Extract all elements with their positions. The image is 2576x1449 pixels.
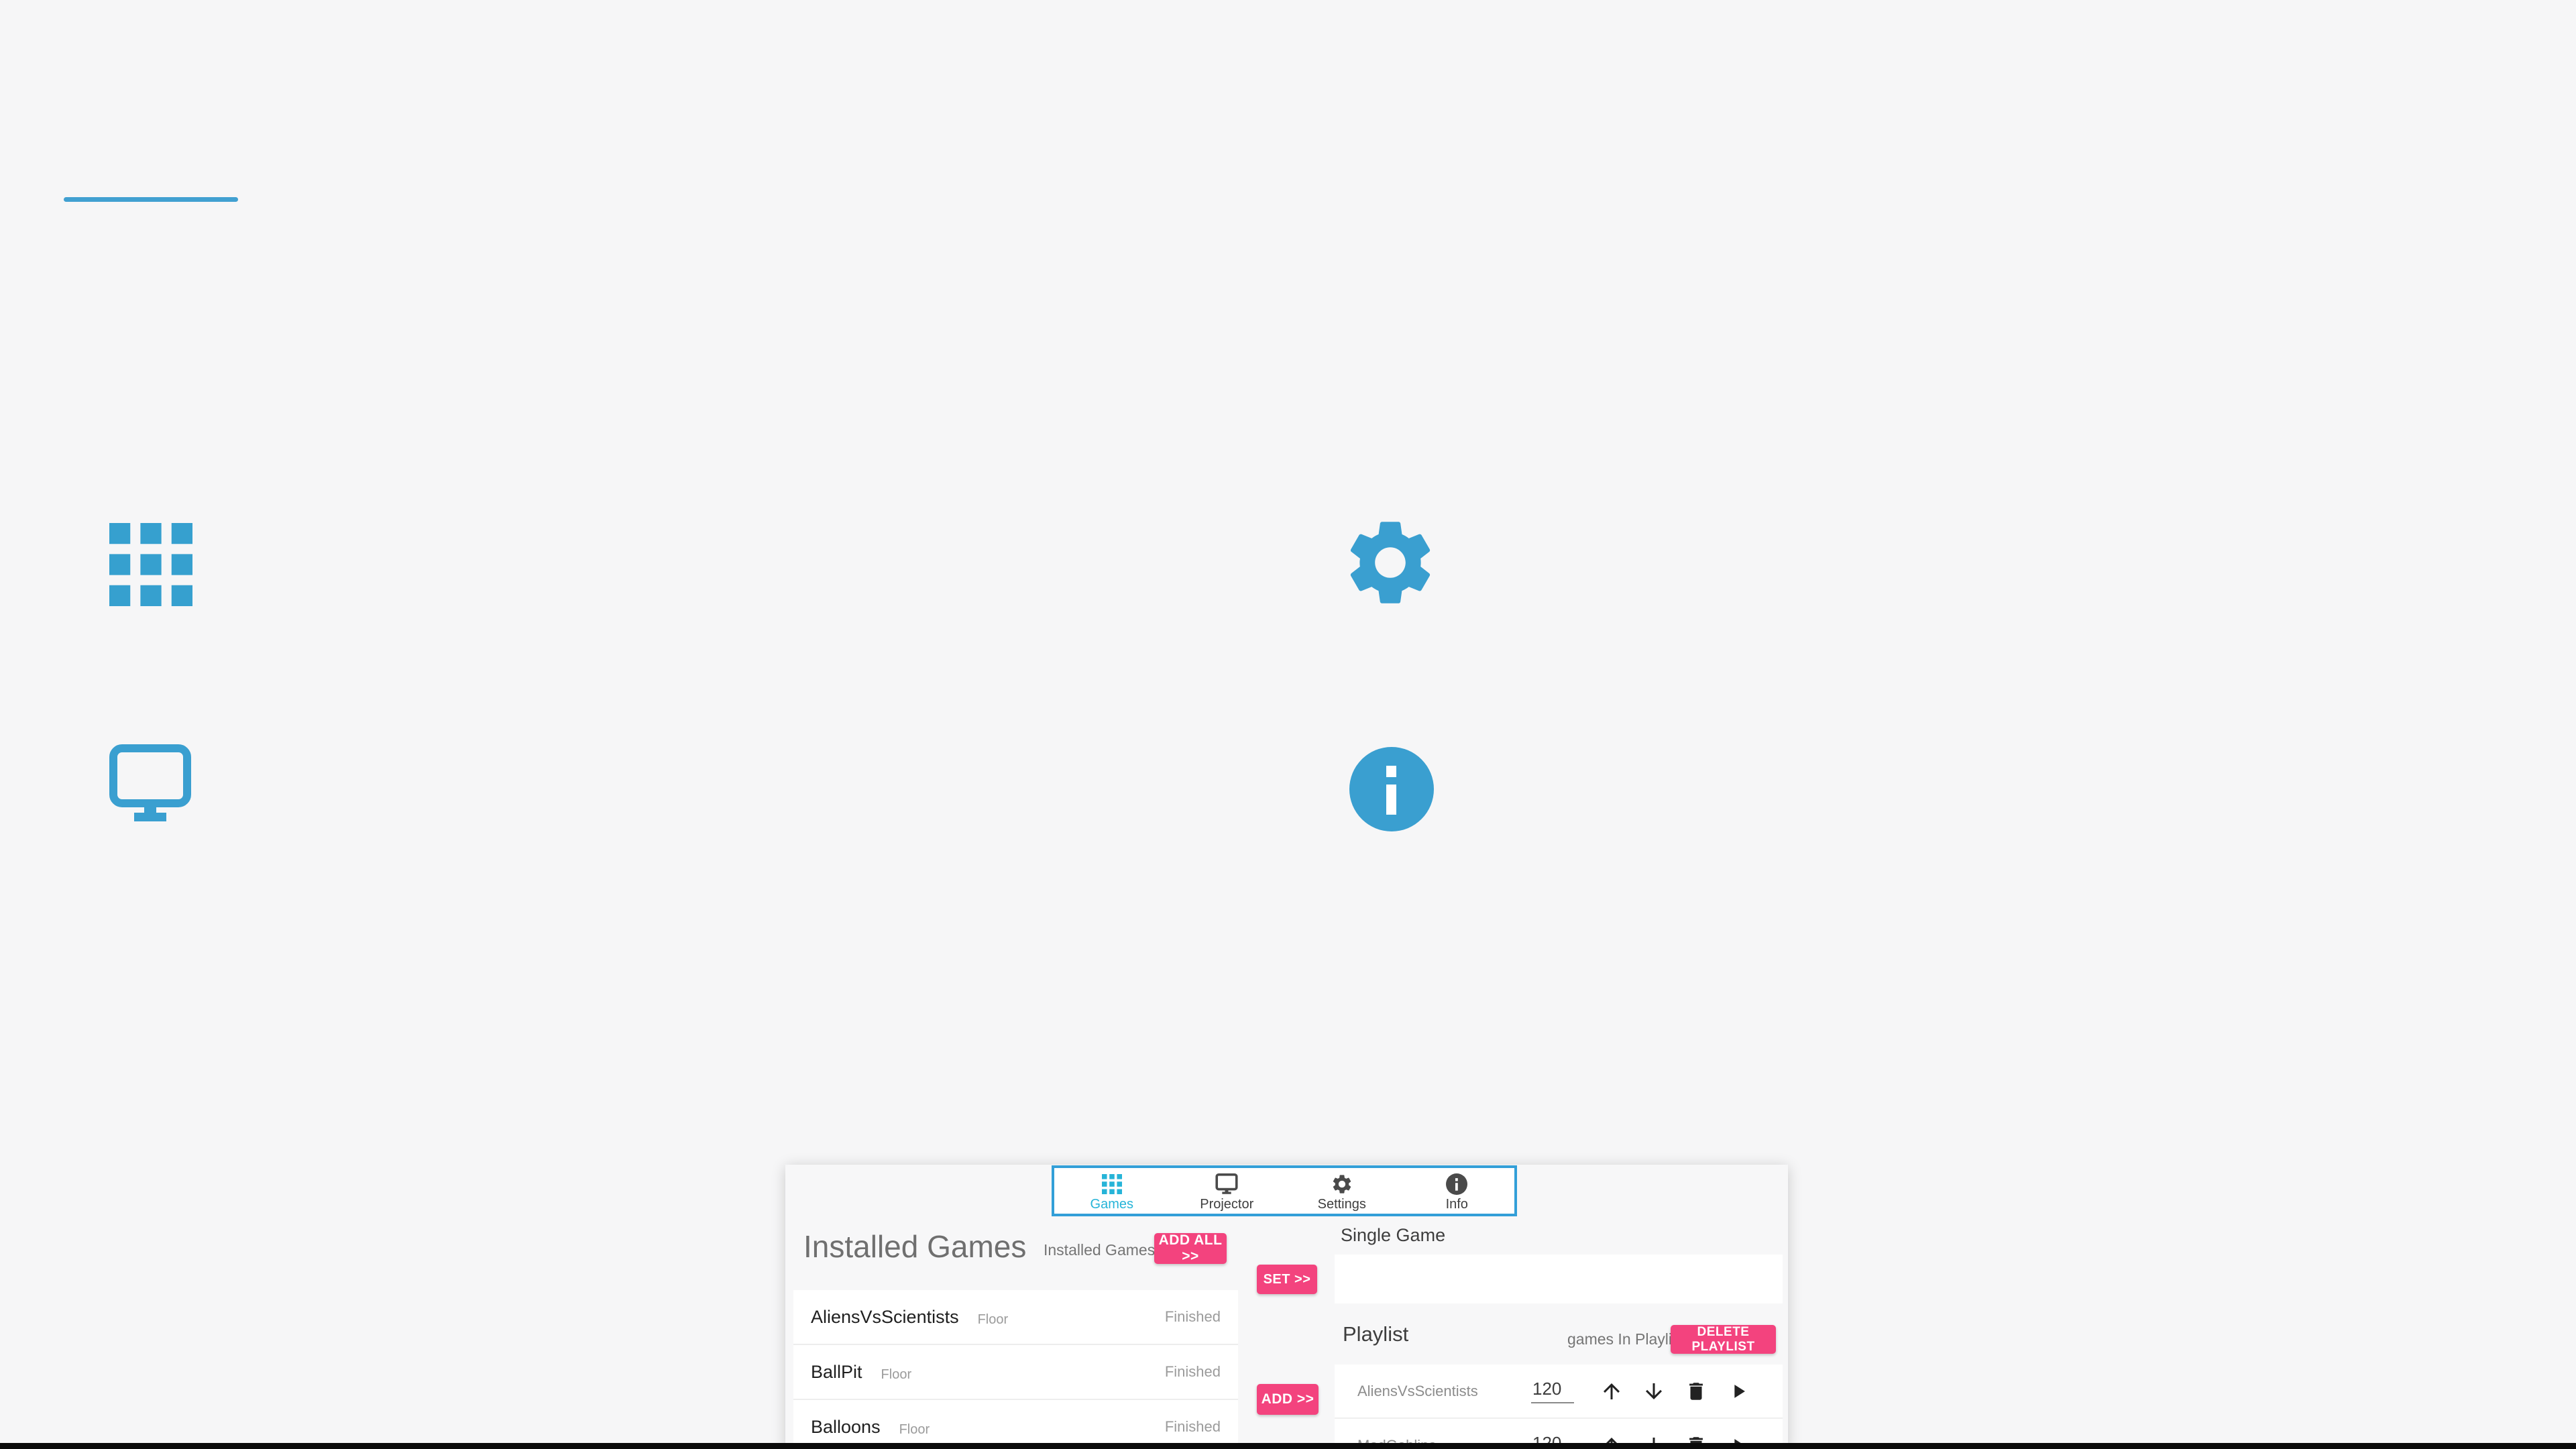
bottom-edge-bar xyxy=(0,1443,2576,1449)
tab-projector[interactable]: Projector xyxy=(1170,1168,1285,1214)
tab-info[interactable]: Info xyxy=(1400,1168,1515,1214)
tab-settings[interactable]: Settings xyxy=(1284,1168,1400,1214)
move-down-button[interactable] xyxy=(1640,1376,1667,1407)
gear-icon xyxy=(1331,1173,1353,1196)
game-type: Floor xyxy=(899,1422,930,1437)
playlist-label: Playlist xyxy=(1343,1322,1409,1346)
tab-bar: Games Projector Settings Info xyxy=(1052,1165,1517,1216)
playlist-item-row[interactable]: AliensVsScientists xyxy=(1335,1365,1783,1419)
add-all-button[interactable]: ADD ALL >> xyxy=(1154,1232,1227,1264)
move-up-button[interactable] xyxy=(1598,1376,1625,1407)
tab-settings-label: Settings xyxy=(1317,1196,1366,1212)
installed-game-row[interactable]: BallPit Floor Finished xyxy=(793,1345,1238,1400)
game-status: Finished xyxy=(1164,1308,1221,1325)
play-item-button[interactable] xyxy=(1725,1376,1752,1407)
game-type: Floor xyxy=(881,1367,912,1382)
accent-line xyxy=(64,197,238,202)
arrow-up-icon xyxy=(1600,1379,1624,1403)
tab-games[interactable]: Games xyxy=(1054,1168,1170,1214)
installed-game-row[interactable]: Balloons Floor Finished xyxy=(793,1400,1238,1449)
game-type: Floor xyxy=(977,1312,1009,1327)
info-icon xyxy=(1445,1173,1468,1196)
monitor-icon xyxy=(1215,1173,1238,1196)
installed-games-title: Installed Games xyxy=(803,1229,1027,1264)
single-game-field[interactable] xyxy=(1335,1255,1783,1303)
arrow-down-icon xyxy=(1642,1379,1666,1403)
info-icon xyxy=(1349,747,1434,831)
game-status: Finished xyxy=(1164,1363,1221,1380)
trash-icon xyxy=(1685,1380,1707,1403)
installed-games-list: AliensVsScientists Floor Finished BallPi… xyxy=(793,1290,1238,1449)
apps-grid-icon xyxy=(109,523,192,606)
game-status: Finished xyxy=(1164,1418,1221,1435)
duration-input[interactable] xyxy=(1531,1379,1574,1403)
game-name: AliensVsScientists xyxy=(811,1306,959,1327)
single-game-label: Single Game xyxy=(1341,1225,1446,1245)
game-name: Balloons xyxy=(811,1416,881,1437)
tab-games-label: Games xyxy=(1090,1196,1133,1212)
delete-playlist-button[interactable]: DELETE PLAYLIST xyxy=(1671,1325,1776,1354)
playlist-list: AliensVsScientists MadGoblins xyxy=(1335,1365,1783,1449)
settings-gear-icon xyxy=(1339,512,1441,614)
tab-info-label: Info xyxy=(1445,1196,1468,1212)
set-single-game-button[interactable]: SET >> xyxy=(1257,1265,1317,1294)
game-name: BallPit xyxy=(811,1361,862,1382)
installed-game-row[interactable]: AliensVsScientists Floor Finished xyxy=(793,1290,1238,1345)
projector-monitor-icon xyxy=(109,744,191,823)
add-to-playlist-button[interactable]: ADD >> xyxy=(1257,1384,1319,1415)
tab-projector-label: Projector xyxy=(1200,1196,1254,1212)
play-icon xyxy=(1727,1380,1750,1403)
grid-icon xyxy=(1101,1173,1123,1196)
delete-item-button[interactable] xyxy=(1683,1376,1710,1407)
playlist-item-name: AliensVsScientists xyxy=(1357,1382,1478,1399)
